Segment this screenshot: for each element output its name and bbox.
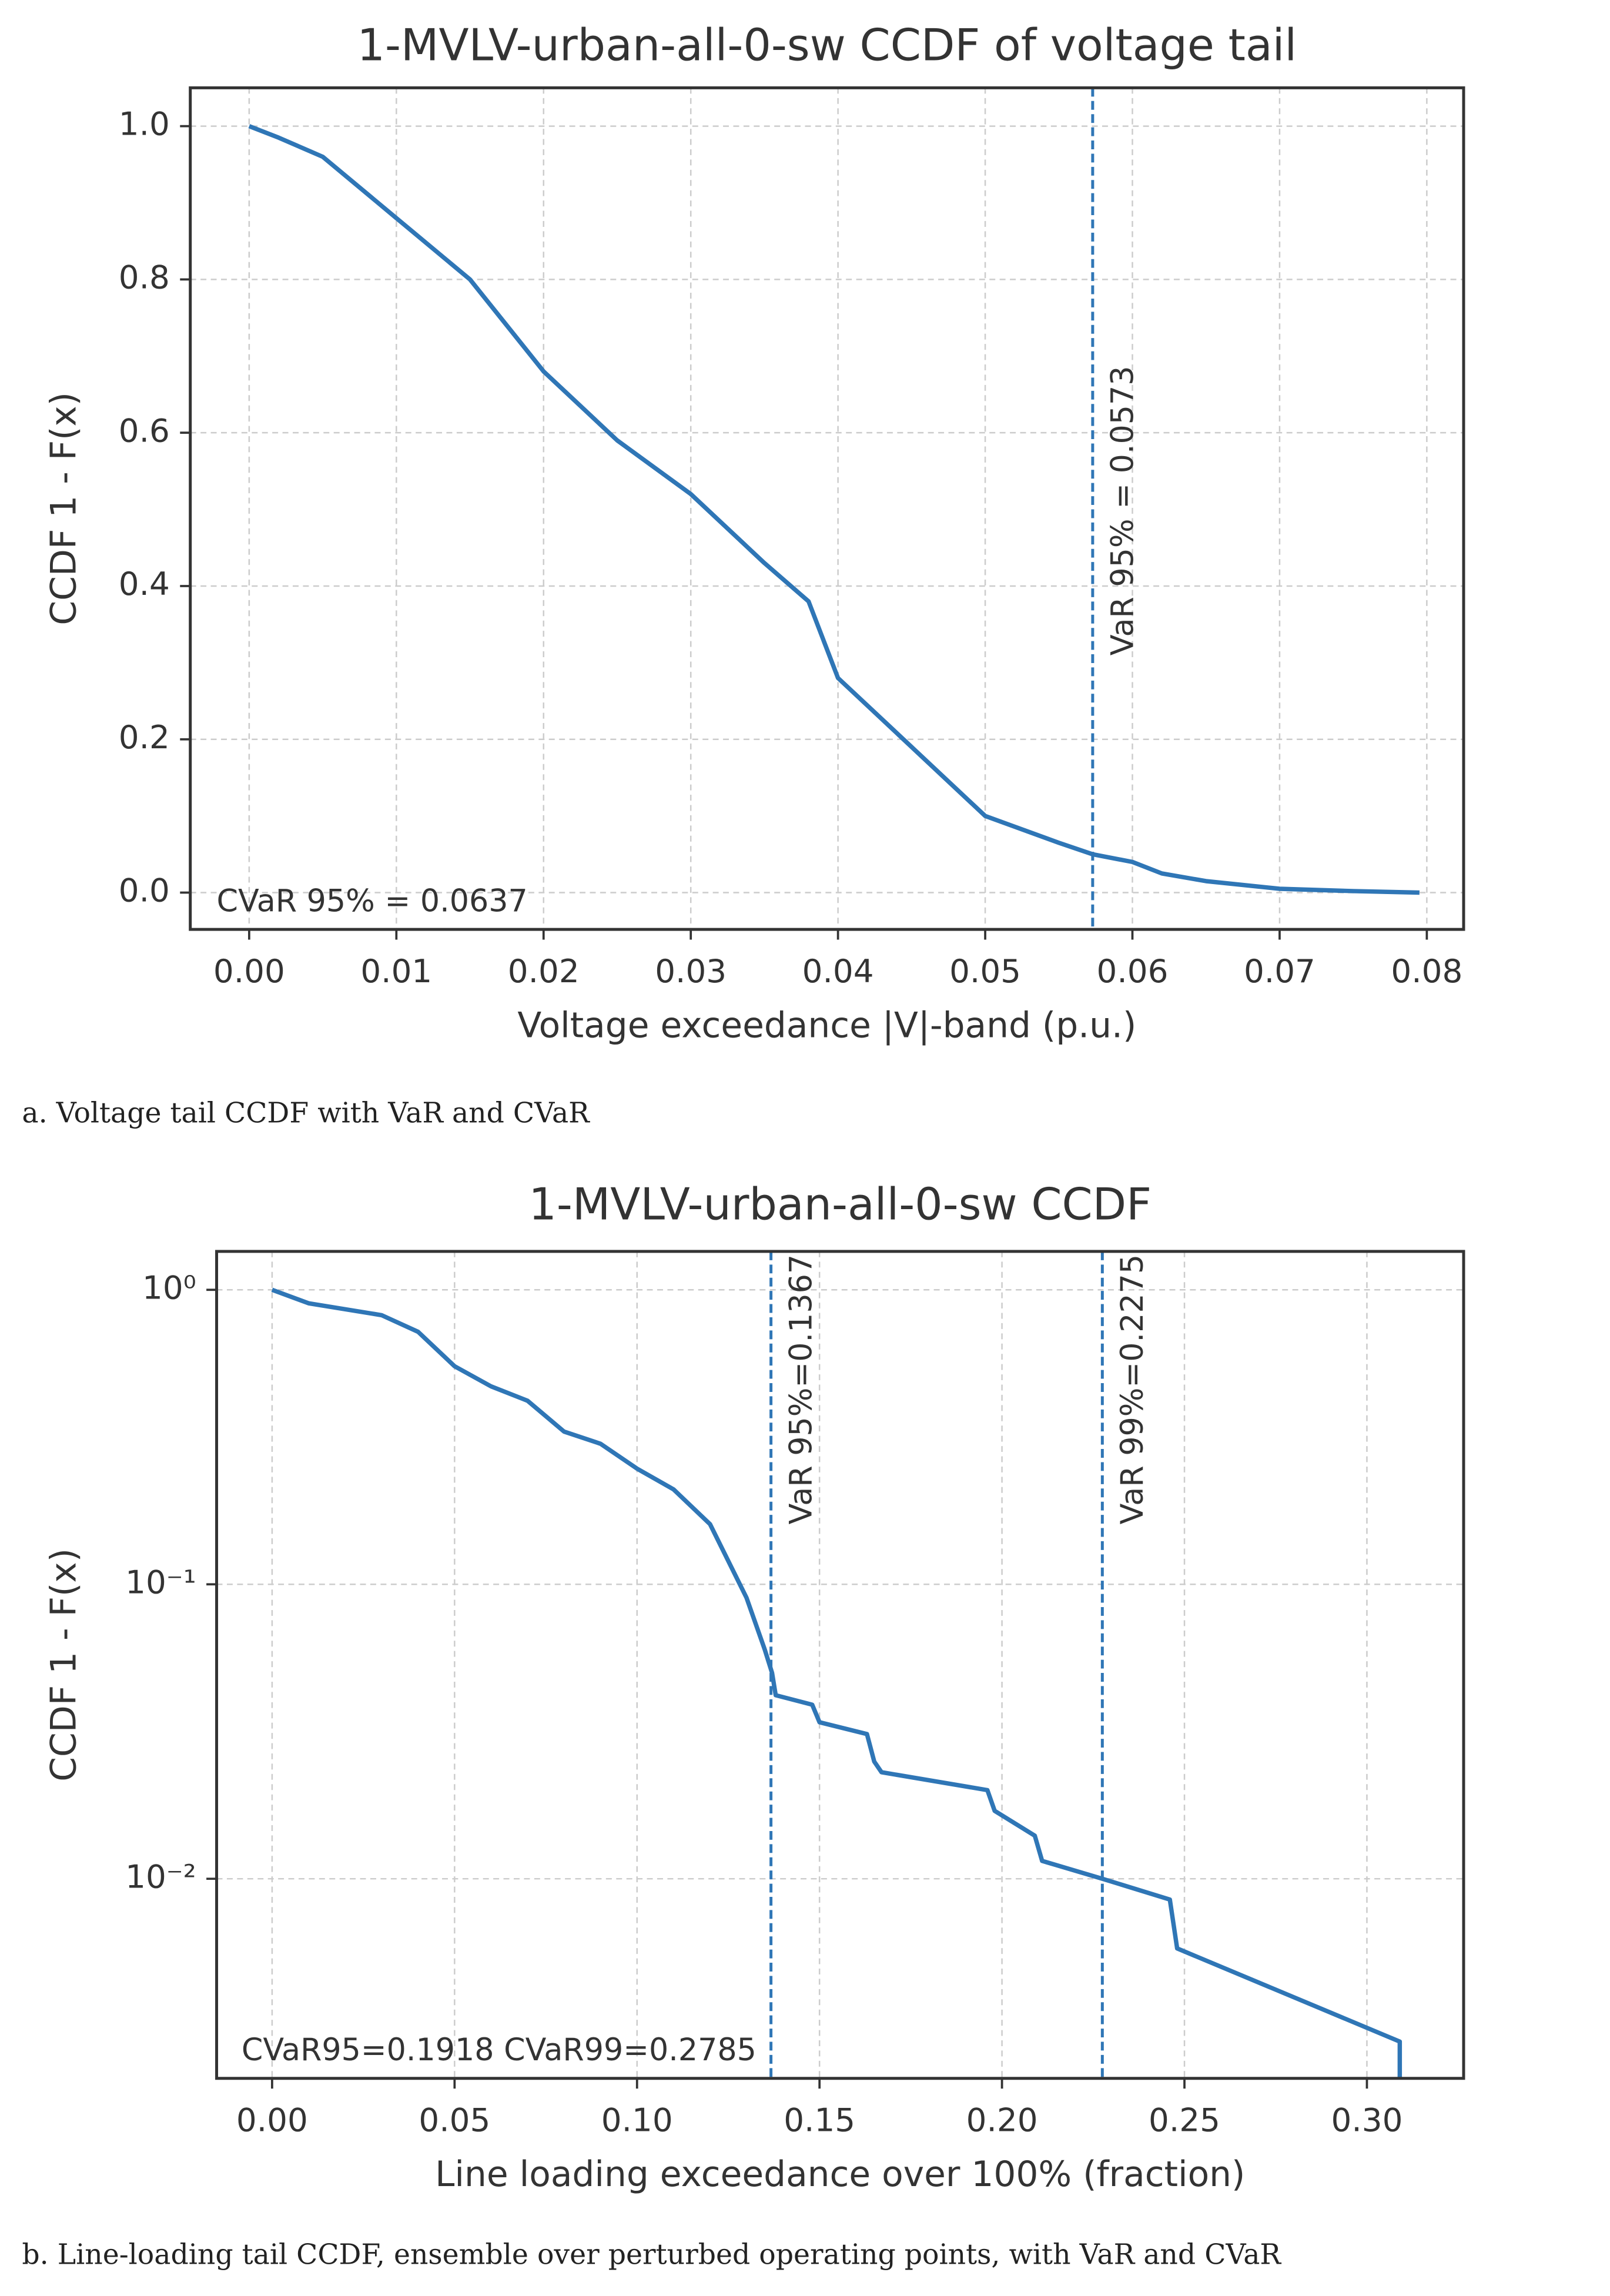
x-tick-label: 0.25 xyxy=(1149,2101,1220,2139)
x-axis-label: Line loading exceedance over 100% (fract… xyxy=(435,2154,1245,2195)
x-tick-label: 0.06 xyxy=(1097,952,1169,990)
plot-frame xyxy=(215,1250,1465,2080)
ccdf-line xyxy=(271,1287,1403,2079)
y-axis-label: CCDF 1 - F(x) xyxy=(44,392,85,625)
var-label: VaR 95%=0.1367 xyxy=(783,1254,819,1525)
x-tick-label: 0.07 xyxy=(1244,952,1316,990)
y-tick-label: 10⁰ xyxy=(142,1269,196,1306)
y-tick-label: 0.8 xyxy=(119,259,170,296)
y-tick-label: 0.2 xyxy=(119,718,170,756)
chart-title: 1-MVLV-urban-all-0-sw CCDF of voltage ta… xyxy=(357,20,1297,71)
caption: a. Voltage tail CCDF with VaR and CVaR xyxy=(22,1097,590,1129)
x-tick-label: 0.04 xyxy=(802,952,874,990)
x-tick-label: 0.01 xyxy=(360,952,432,990)
y-tick-label: 10⁻² xyxy=(125,1857,196,1895)
x-tick-label: 0.03 xyxy=(655,952,727,990)
cvar-annotation: CVaR 95% = 0.0637 xyxy=(217,883,528,919)
x-tick-label: 0.02 xyxy=(508,952,580,990)
x-tick-label: 0.10 xyxy=(601,2101,673,2139)
y-tick-label: 10⁻¹ xyxy=(125,1563,196,1601)
x-tick-label: 0.20 xyxy=(966,2101,1038,2139)
cvar-annotation: CVaR95=0.1918 CVaR99=0.2785 xyxy=(242,2032,757,2068)
y-axis-label: CCDF 1 - F(x) xyxy=(44,1548,85,1782)
chart-title: 1-MVLV-urban-all-0-sw CCDF xyxy=(528,1179,1152,1230)
y-tick-label: 1.0 xyxy=(119,105,170,143)
x-tick-label: 0.00 xyxy=(213,952,285,990)
y-tick-label: 0.6 xyxy=(119,411,170,449)
x-tick-label: 0.00 xyxy=(236,2101,308,2139)
y-tick-label: 0.0 xyxy=(119,872,170,909)
y-tick-label: 0.4 xyxy=(119,565,170,603)
x-tick-label: 0.08 xyxy=(1391,952,1462,990)
x-axis-label: Voltage exceedance |V|-band (p.u.) xyxy=(517,1006,1136,1046)
caption: b. Line-loading tail CCDF, ensemble over… xyxy=(22,2239,1281,2271)
var-label: VaR 99%=0.2275 xyxy=(1114,1254,1150,1525)
x-tick-label: 0.05 xyxy=(419,2101,490,2139)
x-tick-label: 0.05 xyxy=(949,952,1021,990)
x-tick-label: 0.30 xyxy=(1331,2101,1403,2139)
var-label: VaR 95% = 0.0573 xyxy=(1105,366,1141,655)
plot-frame xyxy=(189,86,1465,931)
x-tick-label: 0.15 xyxy=(784,2101,855,2139)
ccdf-line xyxy=(248,124,1420,895)
